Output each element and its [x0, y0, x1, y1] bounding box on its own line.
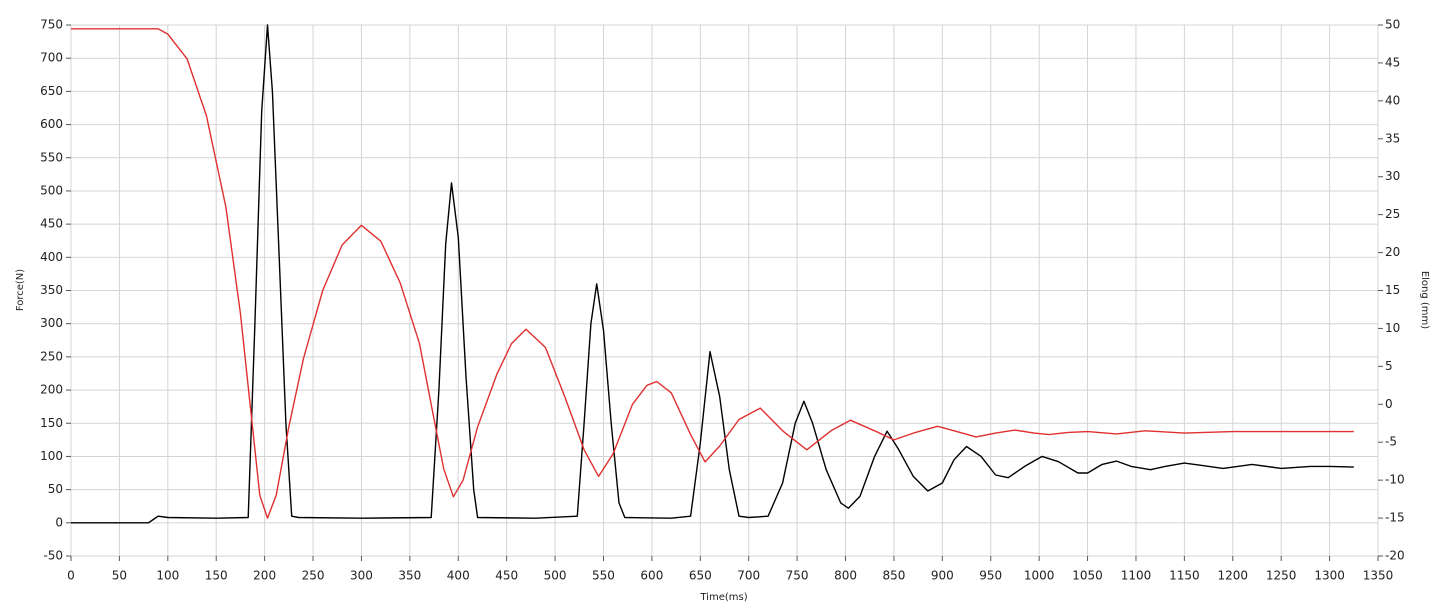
x-tick-label: 1350 — [1363, 569, 1394, 583]
y2-tick-label: 50 — [1385, 18, 1400, 32]
y2-tick-label: 5 — [1385, 359, 1393, 373]
x-tick-label: 300 — [350, 569, 373, 583]
y-tick-label: 500 — [40, 183, 63, 197]
y-tick-label: 350 — [40, 283, 63, 297]
x-tick-label: 750 — [786, 569, 809, 583]
y-tick-label: 400 — [40, 250, 63, 264]
y2-tick-label: 30 — [1385, 169, 1400, 183]
y-tick-label: 600 — [40, 117, 63, 131]
y-tick-label: 150 — [40, 416, 63, 430]
x-tick-label: 0 — [67, 569, 75, 583]
y2-tick-label: 15 — [1385, 283, 1400, 297]
y-tick-label: 0 — [55, 515, 63, 529]
y-axis-label: Force(N) — [15, 269, 26, 311]
x-tick-label: 850 — [882, 569, 905, 583]
x-tick-label: 500 — [544, 569, 567, 583]
x-tick-label: 200 — [253, 569, 276, 583]
x-tick-label: 950 — [979, 569, 1002, 583]
x-axis-label: Time(ms) — [699, 592, 747, 603]
x-tick-label: 1250 — [1266, 569, 1297, 583]
x-tick-label: 900 — [931, 569, 954, 583]
y-tick-label: 50 — [48, 482, 63, 496]
data-line — [71, 28, 1354, 519]
data-line — [71, 24, 1354, 524]
y-tick-label: -50 — [43, 549, 63, 563]
y2-tick-label: -15 — [1385, 511, 1405, 525]
y-tick-label: 250 — [40, 349, 63, 363]
x-tick-label: 1300 — [1314, 569, 1345, 583]
x-tick-label: 1200 — [1218, 569, 1249, 583]
x-tick-label: 1150 — [1169, 569, 1200, 583]
y2-axis-label: Elong (mm) — [1419, 271, 1430, 329]
x-tick-label: 1000 — [1024, 569, 1055, 583]
y-tick-label: 450 — [40, 217, 63, 231]
x-tick-label: 100 — [156, 569, 179, 583]
x-tick-label: 1100 — [1121, 569, 1152, 583]
y2-tick-label: 20 — [1385, 245, 1400, 259]
y2-tick-label: 45 — [1385, 55, 1400, 69]
y2-tick-label: 0 — [1385, 397, 1393, 411]
y-tick-label: 550 — [40, 150, 63, 164]
y2-tick-label: 25 — [1385, 207, 1400, 221]
y-tick-label: 750 — [40, 18, 63, 32]
x-tick-label: 800 — [834, 569, 857, 583]
x-tick-label: 650 — [689, 569, 712, 583]
x-tick-label: 550 — [592, 569, 615, 583]
y2-tick-label: -10 — [1385, 473, 1405, 487]
y-tick-label: 200 — [40, 383, 63, 397]
y-tick-label: 300 — [40, 316, 63, 330]
x-tick-label: 1050 — [1072, 569, 1103, 583]
x-tick-label: 350 — [398, 569, 421, 583]
x-tick-label: 600 — [640, 569, 663, 583]
y-tick-label: 700 — [40, 51, 63, 65]
x-tick-label: 50 — [112, 569, 127, 583]
y2-tick-label: 40 — [1385, 93, 1400, 107]
y-tick-label: 650 — [40, 84, 63, 98]
x-tick-label: 450 — [495, 569, 518, 583]
y2-tick-label: -5 — [1385, 435, 1397, 449]
x-tick-label: 400 — [447, 569, 470, 583]
y2-tick-label: 10 — [1385, 321, 1400, 335]
y2-tick-label: -20 — [1385, 549, 1405, 563]
y-tick-label: 100 — [40, 449, 63, 463]
x-tick-label: 150 — [205, 569, 228, 583]
y2-tick-label: 35 — [1385, 131, 1400, 145]
x-tick-label: 250 — [302, 569, 325, 583]
x-tick-label: 700 — [737, 569, 760, 583]
